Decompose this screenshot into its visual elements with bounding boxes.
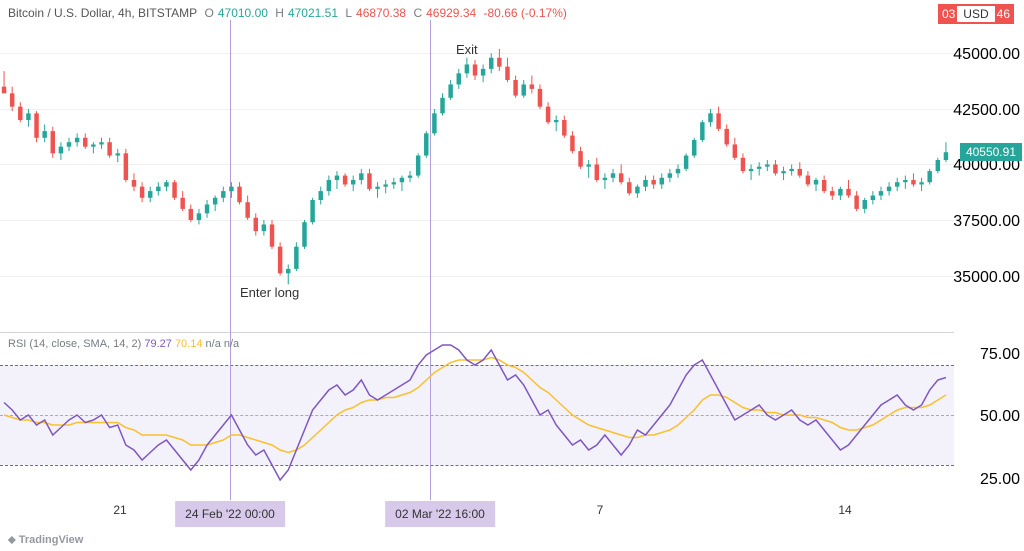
price-ytick: 35000.00 [953,269,1020,287]
ohlc-h-label: H [275,6,284,20]
usd-prefix: 03 [942,7,955,21]
ohlc-h-value: 47021.51 [288,6,338,20]
annotation[interactable]: Exit [456,42,478,57]
price-ytick: 45000.00 [953,46,1020,64]
rsi-ytick: 75.00 [980,346,1020,364]
ohlc-c-label: C [413,6,422,20]
current-price-label: 40550.91 [960,143,1022,161]
usd-currency[interactable]: USD [957,6,994,22]
symbol-text: Bitcoin / U.S. Dollar, 4h, BITSTAMP [8,6,197,20]
ohlc-o-value: 47010.00 [218,6,268,20]
rsi-title: RSI (14, close, SMA, 14, 2) [8,338,141,350]
ohlc-change: -80.66 (-0.17%) [484,6,567,20]
price-ytick: 42500.00 [953,102,1020,120]
usd-badge: 03USD46 [938,4,1014,24]
ohlc-l-label: L [345,6,352,20]
rsi-value-2: 70.14 [175,338,203,350]
rsi-value-1: 79.27 [144,338,172,350]
chart-container: Bitcoin / U.S. Dollar, 4h, BITSTAMP O 470… [0,0,1024,551]
rsi-chart[interactable] [0,0,950,551]
price-ytick: 37500.00 [953,213,1020,231]
rsi-na: n/a n/a [206,338,240,350]
annotation[interactable]: Enter long [240,285,299,300]
ohlc-o-label: O [205,6,214,20]
ohlc-c-value: 46929.34 [426,6,476,20]
rsi-ytick: 25.00 [980,471,1020,489]
rsi-header: RSI (14, close, SMA, 14, 2) 79.27 70.14 … [8,338,239,350]
rsi-ytick: 50.00 [980,408,1020,426]
symbol-header: Bitcoin / U.S. Dollar, 4h, BITSTAMP O 470… [8,6,571,20]
ohlc-l-value: 46870.38 [356,6,406,20]
usd-suffix: 46 [997,7,1010,21]
